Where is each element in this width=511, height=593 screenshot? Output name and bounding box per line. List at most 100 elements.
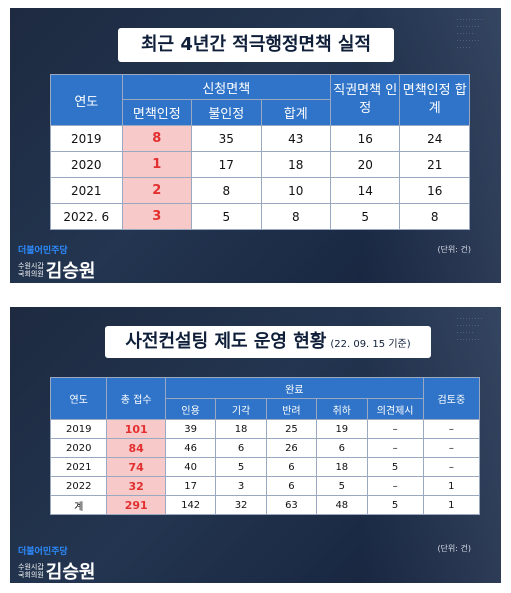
col-rejected-header: 불인정 (191, 99, 262, 126)
cell-year: 2022. 6 (50, 203, 123, 230)
cell-returned: 26 (265, 438, 318, 458)
cell-year: 2020 (49, 438, 108, 458)
cell-sum: 18 (260, 151, 332, 178)
politician-name: 김승원 (45, 261, 96, 282)
col-sum-header: 합계 (260, 99, 332, 126)
cell-received: 74 (106, 457, 166, 477)
role-title: 국회의원 (18, 270, 44, 278)
col-approved-header: 면책인정 (121, 99, 193, 126)
cell-withdrawn: 19 (316, 419, 368, 439)
cell-review: – (422, 419, 481, 439)
panel2-title: 사전컨설팅 제도 운영 현황 (22. 09. 15 기준) (105, 326, 431, 358)
cell-withdrawn: 6 (316, 438, 368, 458)
party-name: 더불어민주당 (18, 246, 68, 256)
cell-rejected: 5 (191, 203, 262, 230)
role-district: 수원시갑 (18, 563, 44, 571)
exemption-table: 연도 신청면책 직권면책 인정 면책인정 합계 면책인정 불인정 합계 2019… (50, 74, 470, 230)
role-district: 수원시갑 (18, 262, 44, 270)
table-row: 2022 32 17 3 6 5 – 1 (49, 476, 481, 496)
cell-year: 2020 (50, 151, 123, 178)
cell-review: 1 (422, 495, 481, 515)
cell-accepted: 39 (164, 419, 217, 439)
cell-received: 32 (106, 476, 166, 496)
table-row: 2020 84 46 6 26 6 – – (49, 438, 481, 458)
col-review-header: 검토중 (422, 377, 481, 420)
table-row: 2020 1 17 18 20 21 (50, 151, 470, 178)
col-opinion-header: 의견제시 (366, 398, 424, 420)
cell-year: 2019 (50, 125, 123, 152)
panel-exemption-results: ......... ........ ...... ........ .....… (10, 8, 501, 283)
cell-opinion: – (366, 419, 424, 439)
cell-returned: 6 (265, 457, 318, 477)
consulting-table: 연도 총 접수 완료 검토중 인용 기각 반려 취하 의견제시 2019 101… (49, 377, 481, 515)
cell-approved: 2 (121, 177, 193, 204)
cell-accepted: 17 (164, 476, 217, 496)
col-done-header: 완료 (164, 377, 424, 399)
unit-label: (단위: 건) (437, 245, 471, 254)
role-label: 수원시갑 국회의원 (18, 262, 44, 278)
col-total-header: 면책인정 합계 (399, 74, 470, 126)
cell-accepted: 142 (164, 495, 217, 515)
cell-year: 계 (49, 495, 108, 515)
table-row-total: 계 291 142 32 63 48 5 1 (49, 495, 481, 515)
panel1-title: 최근 4년간 적극행정면책 실적 (118, 28, 394, 62)
cell-total: 16 (399, 177, 470, 204)
cell-dismissed: 5 (215, 457, 267, 477)
party-name: 더불어민주당 (18, 547, 68, 557)
politician-name: 김승원 (45, 562, 96, 583)
cell-returned: 25 (265, 419, 318, 439)
brand-logo: 더불어민주당 수원시갑 국회의원 김승원 (18, 547, 95, 583)
cell-approved: 8 (121, 125, 193, 152)
col-accepted-header: 인용 (164, 398, 217, 420)
panel2-title-sub: (22. 09. 15 기준) (330, 339, 411, 350)
cell-opinion: – (366, 438, 424, 458)
table-row: 2021 74 40 5 6 18 5 – (49, 457, 481, 477)
table-row: 2019 101 39 18 25 19 – – (49, 419, 481, 439)
cell-ex-officio: 5 (329, 203, 401, 230)
cell-received: 84 (106, 438, 166, 458)
cell-year: 2021 (50, 177, 123, 204)
cell-received: 291 (106, 495, 166, 515)
cell-ex-officio: 20 (329, 151, 401, 178)
background-code-decoration: ......... ........ ...... ........ ..... (455, 16, 483, 50)
cell-ex-officio: 14 (329, 177, 401, 204)
cell-total: 8 (399, 203, 470, 230)
col-year-header: 연도 (50, 74, 123, 126)
panel2-title-main: 사전컨설팅 제도 운영 현황 (125, 331, 327, 352)
col-received-header: 총 접수 (106, 377, 166, 420)
cell-accepted: 46 (164, 438, 217, 458)
cell-ex-officio: 16 (329, 125, 401, 152)
brand-logo: 더불어민주당 수원시갑 국회의원 김승원 (18, 246, 95, 283)
cell-withdrawn: 48 (316, 495, 368, 515)
cell-approved: 3 (121, 203, 193, 230)
cell-sum: 10 (260, 177, 332, 204)
cell-received: 101 (106, 419, 166, 439)
cell-opinion: 5 (366, 457, 424, 477)
cell-sum: 43 (260, 125, 332, 152)
cell-review: – (422, 457, 481, 477)
table-row: 2021 2 8 10 14 16 (50, 177, 470, 204)
cell-year: 2021 (49, 457, 108, 477)
cell-review: 1 (422, 476, 481, 496)
table-row: 2019 8 35 43 16 24 (50, 125, 470, 152)
cell-withdrawn: 5 (316, 476, 368, 496)
cell-withdrawn: 18 (316, 457, 368, 477)
role-label: 수원시갑 국회의원 (18, 563, 44, 579)
cell-year: 2022 (49, 476, 108, 496)
table-row: 2022. 6 3 5 8 5 8 (50, 203, 470, 230)
cell-review: – (422, 438, 481, 458)
cell-rejected: 17 (191, 151, 262, 178)
col-dismissed-header: 기각 (215, 398, 267, 420)
cell-opinion: – (366, 476, 424, 496)
col-year-header: 연도 (49, 377, 108, 420)
cell-rejected: 35 (191, 125, 262, 152)
cell-dismissed: 3 (215, 476, 267, 496)
role-title: 국회의원 (18, 571, 44, 579)
unit-label: (단위: 건) (437, 544, 471, 553)
cell-dismissed: 6 (215, 438, 267, 458)
col-withdrawn-header: 취하 (316, 398, 368, 420)
cell-returned: 63 (265, 495, 318, 515)
cell-year: 2019 (49, 419, 108, 439)
cell-approved: 1 (121, 151, 193, 178)
cell-dismissed: 32 (215, 495, 267, 515)
